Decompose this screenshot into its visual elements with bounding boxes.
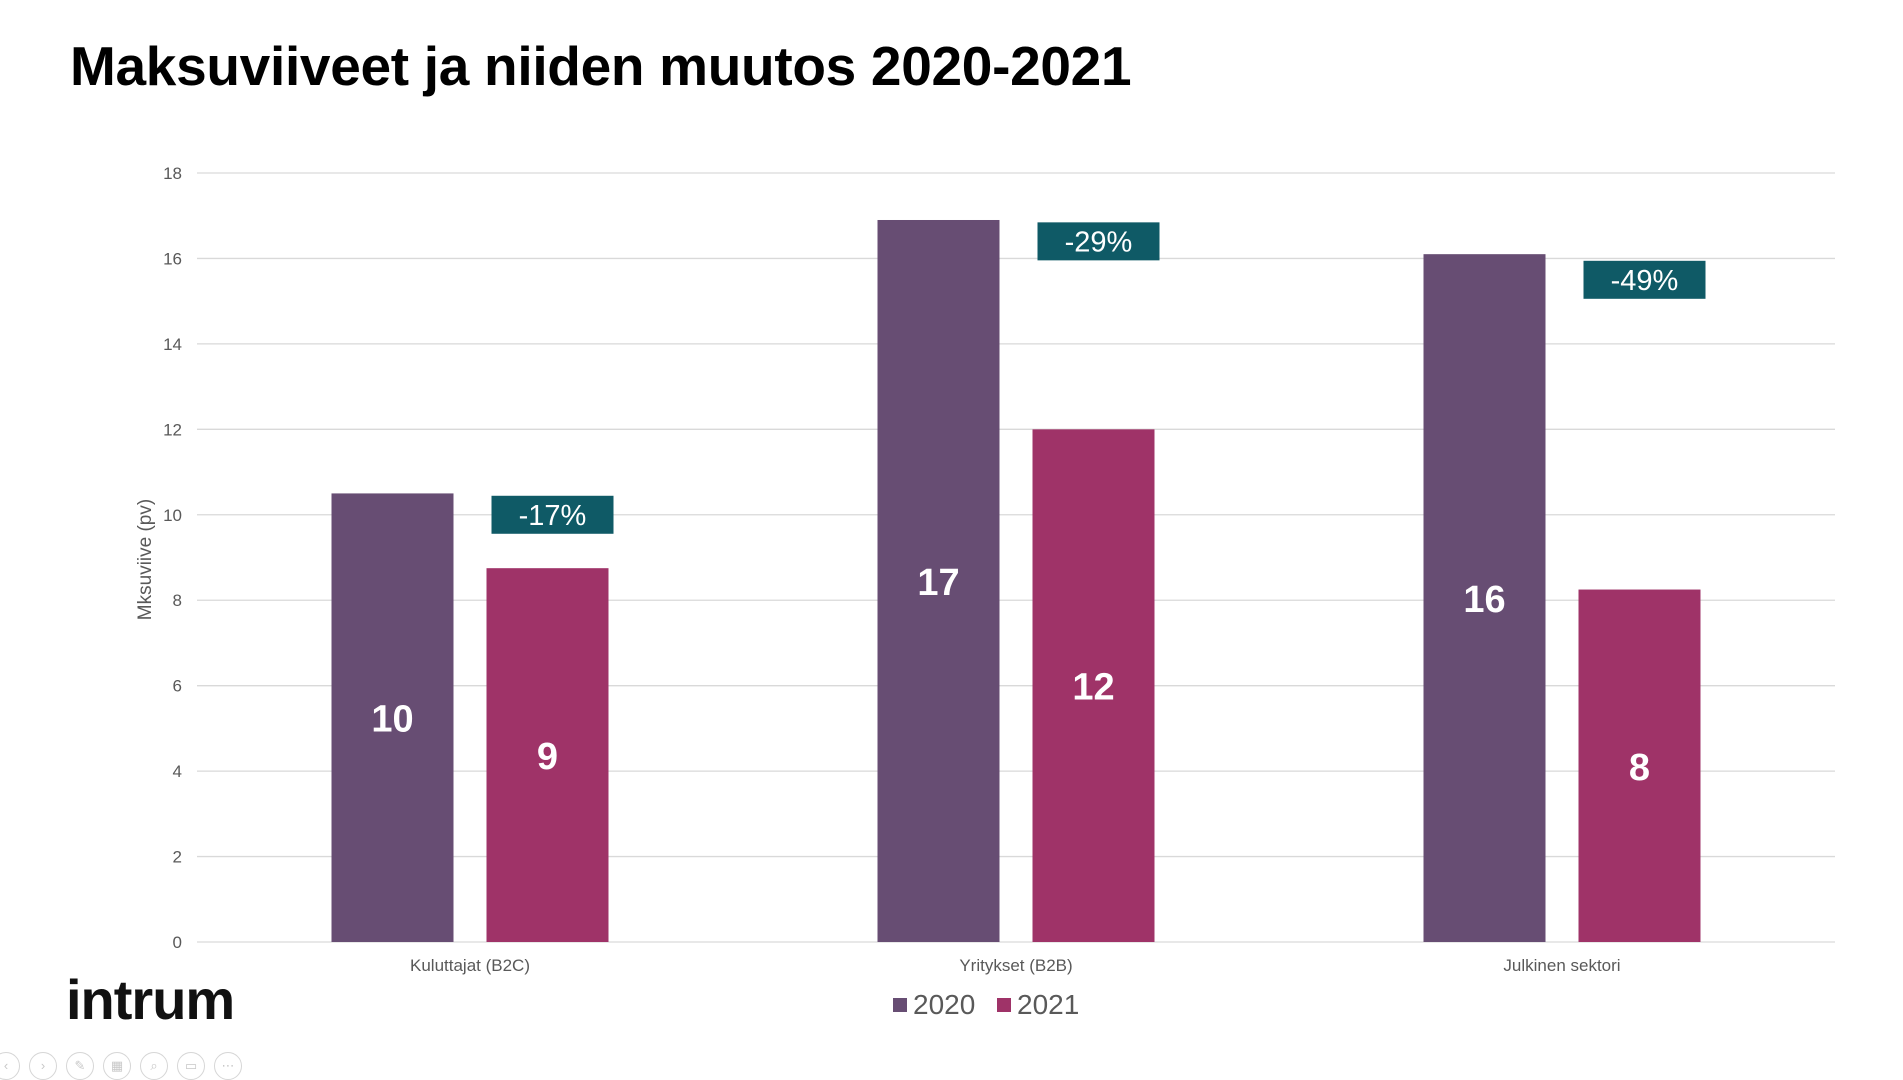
change-badge: [491, 495, 614, 534]
previous-slide-icon[interactable]: ‹: [0, 1052, 20, 1080]
y-tick-label: 4: [173, 762, 182, 781]
y-axis-label: Mksuviive (pv): [135, 499, 156, 620]
bar-2020: [1423, 254, 1546, 942]
legend-label: 2021: [1017, 989, 1079, 1020]
bar-2021: [1578, 589, 1701, 942]
x-axis-ticks: Kuluttajat (B2C) Yritykset (B2B) Julkinen …: [410, 956, 1621, 975]
data-label: 17: [917, 562, 959, 604]
bars: 10 9 17 12 16 8: [331, 219, 1701, 942]
gridlines: [197, 172, 1835, 943]
data-label: 12: [1072, 667, 1114, 709]
zoom-icon[interactable]: ⌕: [140, 1052, 168, 1080]
legend-swatch: [893, 998, 907, 1012]
change-badge-label: -29%: [1065, 226, 1133, 258]
change-badge-label: -17%: [519, 500, 587, 532]
subtitles-icon[interactable]: ▭: [177, 1052, 205, 1080]
intrum-logo: intrum: [66, 968, 235, 1031]
more-options-icon[interactable]: ⋯: [214, 1052, 242, 1080]
data-label: 16: [1463, 579, 1505, 621]
x-tick-label: Kuluttajat (B2C): [410, 956, 530, 975]
bar-2021: [486, 568, 609, 942]
y-tick-label: 12: [163, 420, 182, 439]
bar-2020: [331, 493, 454, 942]
pen-icon[interactable]: ✎: [66, 1052, 94, 1080]
y-tick-label: 0: [173, 933, 182, 952]
y-tick-label: 16: [163, 249, 182, 268]
bar-2020: [877, 219, 1000, 942]
y-tick-label: 2: [173, 848, 182, 867]
change-annotations: -17% -29% -49%: [491, 222, 1706, 534]
legend-swatch: [997, 998, 1011, 1012]
y-tick-label: 6: [173, 677, 182, 696]
y-axis-ticks: 0 2 4 6 8 10 12 14 16 18: [163, 164, 182, 952]
y-tick-label: 14: [163, 335, 182, 354]
bar-2021: [1032, 429, 1155, 942]
slides-grid-icon[interactable]: ▦: [103, 1052, 131, 1080]
x-tick-label: Julkinen sektori: [1503, 956, 1620, 975]
legend-label: 2020: [913, 989, 975, 1020]
y-tick-label: 18: [163, 164, 182, 183]
data-label: 8: [1629, 747, 1650, 789]
data-label: 9: [537, 736, 558, 778]
next-slide-icon[interactable]: ›: [29, 1052, 57, 1080]
change-badge: [1583, 260, 1706, 299]
y-tick-label: 10: [163, 506, 182, 525]
change-badge: [1037, 222, 1160, 261]
presentation-controls: ‹ › ✎ ▦ ⌕ ▭ ⋯: [0, 1052, 242, 1080]
x-tick-label: Yritykset (B2B): [959, 956, 1072, 975]
legend: 2020 2021: [893, 989, 1079, 1020]
data-label: 10: [371, 699, 413, 741]
slide-title: Maksuviiveet ja niiden muutos 2020-2021: [70, 35, 1132, 97]
y-tick-label: 8: [173, 591, 182, 610]
change-badge-label: -49%: [1611, 265, 1679, 297]
